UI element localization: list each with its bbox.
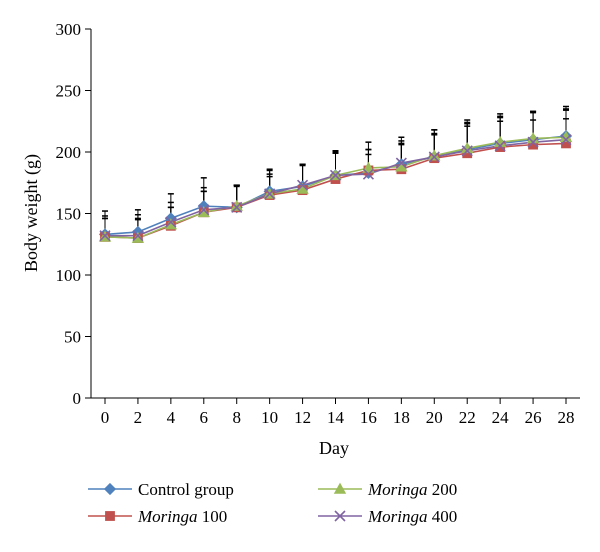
legend-item: Moringa 400 [318,507,457,526]
data-point-3 [132,230,144,242]
legend-marker [334,510,346,522]
legend-label: Moringa 100 [137,507,227,526]
x-tick-label: 0 [101,408,110,427]
x-tick-label: 2 [134,408,143,427]
data-point-3 [231,201,243,213]
legend-marker [105,511,115,521]
legend-item: Moringa 200 [318,480,457,499]
x-tick-label: 18 [393,408,410,427]
y-tick-label: 0 [73,389,82,408]
x-tick-label: 14 [327,408,345,427]
x-tick-label: 26 [525,408,542,427]
data-point-3 [395,157,407,169]
data-point-3 [428,151,440,163]
x-tick-label: 22 [459,408,476,427]
data-point-3 [494,140,506,152]
y-tick-label: 250 [56,82,82,101]
series-markers [98,129,573,244]
data-point-3 [461,145,473,157]
y-tick-label: 300 [56,20,82,39]
x-tick-label: 20 [426,408,443,427]
legend-marker [333,482,347,494]
data-point-3 [362,168,374,180]
data-point-3 [297,179,309,191]
x-tick-label: 10 [261,408,278,427]
data-point-3 [165,216,177,228]
legend-label: Control group [138,480,234,499]
data-point-3 [198,204,210,216]
data-point-3 [527,136,539,148]
x-axis-title: Day [319,438,349,458]
x-tick-label: 12 [294,408,311,427]
y-tick-label: 50 [64,328,81,347]
legend: Control group Moringa 100 Moringa 200 Morin… [88,480,457,526]
legend-label: Moringa 200 [367,480,457,499]
x-tick-label: 4 [167,408,176,427]
y-tick-label: 100 [56,266,82,285]
y-axis-title: Body weight (g) [21,154,42,272]
y-tick-label: 200 [56,143,82,162]
data-point-3 [329,169,342,181]
data-point-3 [264,188,276,200]
data-point-2 [362,161,375,173]
legend-item: Control group [88,480,234,499]
x-tick-label: 16 [360,408,377,427]
data-point-3 [99,230,111,242]
legend-label: Moringa 400 [367,507,457,526]
x-tick-label: 24 [492,408,510,427]
y-tick-label: 150 [56,205,82,224]
x-tick-label: 6 [200,408,209,427]
legend-item: Moringa 100 [88,507,227,526]
data-point-3 [560,134,572,146]
x-tick-label: 28 [558,408,575,427]
x-tick-label: 8 [232,408,241,427]
legend-marker [103,482,117,496]
